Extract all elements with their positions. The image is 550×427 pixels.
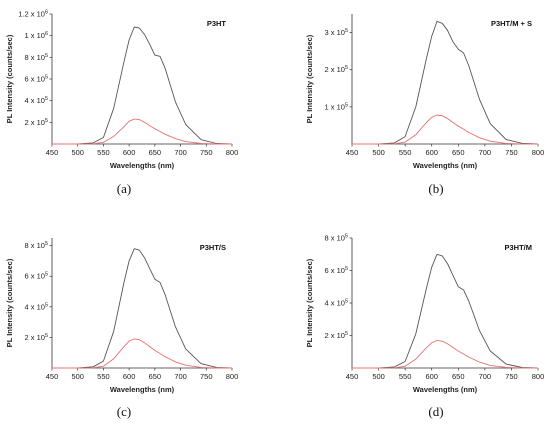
x-tick-label: 550 (97, 148, 110, 157)
y-tick-label: 1.2 x 106 (18, 10, 48, 19)
series-line-1 (52, 26, 233, 145)
y-tick-label: 2 x 105 (25, 118, 49, 127)
y-tick-label: 2 x 105 (25, 333, 49, 342)
x-tick-label: 600 (425, 372, 438, 381)
y-tick-label: 8 x 105 (325, 234, 349, 243)
y-tick-label: 4 x 105 (25, 302, 49, 311)
y-tick-label: 2 x 105 (325, 65, 349, 74)
x-tick-label: 700 (479, 372, 492, 381)
series-line-1 (52, 248, 233, 369)
x-tick-label: 700 (479, 148, 492, 157)
y-tick-label: 6 x 105 (25, 75, 49, 84)
x-tick-label: 800 (532, 148, 545, 157)
x-tick-label: 600 (425, 148, 438, 157)
panel-caption: (b) (428, 181, 443, 196)
chart-panel-4: 450 500 550 600 650 700 750 800 2 x 105 4 x 105 6 … (305, 234, 544, 420)
y-tick-label: 8 x 105 (25, 241, 49, 250)
series-line-1 (352, 253, 539, 369)
x-tick-label: 450 (46, 372, 59, 381)
x-tick-label: 550 (399, 372, 412, 381)
x-tick-label: 550 (399, 148, 412, 157)
x-tick-label: 650 (149, 372, 162, 381)
y-tick-label: 4 x 105 (325, 299, 349, 308)
x-tick-label: 500 (71, 372, 84, 381)
series-line-2 (352, 114, 538, 145)
chart-panel-2: 450 500 550 600 650 700 750 800 1 x 105 2 x 105 3 … (305, 14, 544, 196)
y-axis-title: PL Intensity (counts/sec) (305, 258, 314, 347)
x-tick-label: 600 (123, 372, 136, 381)
x-tick-label: 800 (226, 148, 239, 157)
x-axis-title: Wavelengths (nm) (413, 385, 478, 394)
panel-caption: (d) (428, 404, 443, 419)
x-tick-label: 450 (346, 148, 359, 157)
x-tick-label: 700 (174, 148, 187, 157)
x-tick-label: 600 (123, 148, 136, 157)
x-tick-label: 700 (174, 372, 187, 381)
series-line-1 (352, 20, 539, 145)
x-tick-label: 450 (346, 372, 359, 381)
y-tick-label: 1 x 105 (325, 102, 349, 111)
x-tick-label: 650 (452, 372, 465, 381)
x-tick-label: 500 (372, 372, 385, 381)
x-tick-label: 500 (372, 148, 385, 157)
panel-title: P3HT/S (200, 243, 226, 252)
panel-caption: (c) (117, 404, 131, 419)
x-axis-title: Wavelengths (nm) (110, 385, 175, 394)
x-tick-label: 550 (97, 372, 110, 381)
x-tick-label: 750 (200, 372, 213, 381)
x-tick-label: 500 (71, 148, 84, 157)
panel-title: P3HT/M + S (491, 19, 532, 28)
panel-title: P3HT/M (504, 243, 532, 252)
x-tick-label: 650 (149, 148, 162, 157)
y-tick-label: 4 x 105 (25, 96, 49, 105)
x-axis-title: Wavelengths (nm) (110, 161, 175, 170)
panel-caption: (a) (117, 181, 131, 196)
panel-title: P3HT (207, 19, 227, 28)
x-tick-label: 800 (226, 372, 239, 381)
y-axis-title: PL Intensity (counts/sec) (5, 34, 14, 123)
series-line-2 (52, 338, 232, 369)
y-axis-title: PL Intensity (counts/sec) (305, 34, 314, 123)
y-axis-title: PL Intensity (counts/sec) (5, 258, 14, 347)
chart-panel-3: 450 500 550 600 650 700 750 800 2 x 105 4 x 105 6 … (5, 238, 238, 419)
x-tick-label: 750 (505, 148, 518, 157)
y-tick-label: 2 x 105 (325, 331, 349, 340)
chart-panel-1: 450 500 550 600 650 700 750 800 2 x 105 4 x 105 6 … (5, 10, 238, 197)
y-tick-label: 6 x 105 (325, 266, 349, 275)
x-tick-label: 750 (200, 148, 213, 157)
x-tick-label: 750 (505, 372, 518, 381)
x-axis-title: Wavelengths (nm) (413, 161, 478, 170)
series-line-2 (352, 339, 538, 369)
y-tick-label: 6 x 105 (25, 272, 49, 281)
x-tick-label: 450 (46, 148, 59, 157)
series-line-2 (52, 118, 232, 145)
y-tick-label: 8 x 105 (25, 53, 49, 62)
y-tick-label: 1 x 106 (25, 31, 49, 40)
x-tick-label: 650 (452, 148, 465, 157)
x-tick-label: 800 (532, 372, 545, 381)
y-tick-label: 3 x 105 (325, 28, 349, 37)
